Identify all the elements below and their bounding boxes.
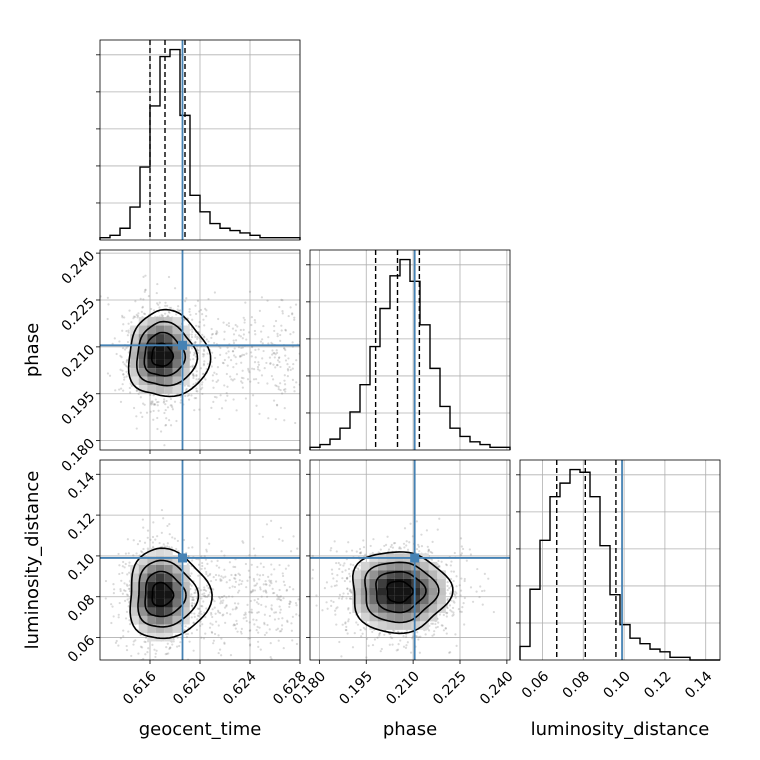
contour-1 bbox=[375, 570, 427, 614]
x-tick-label-luminosity_distance: 0.08 bbox=[560, 668, 593, 701]
contour-2 bbox=[135, 320, 199, 387]
y-tick-label-luminosity_distance: 0.10 bbox=[65, 551, 98, 584]
x-tick-label-luminosity_distance: 0.10 bbox=[600, 668, 633, 701]
truth-marker bbox=[178, 553, 187, 563]
contour-2 bbox=[137, 559, 200, 628]
x-tick-label-geocent_time: 0.616 bbox=[120, 668, 160, 708]
x-tick-label-luminosity_distance: 0.12 bbox=[641, 668, 674, 701]
y-tick-label-phase: 0.225 bbox=[59, 295, 99, 335]
y-axis-label-luminosity_distance: luminosity_distance bbox=[22, 471, 43, 650]
y-tick-label-luminosity_distance: 0.08 bbox=[65, 592, 98, 625]
contour-1 bbox=[144, 570, 187, 618]
y-tick-label-luminosity_distance: 0.06 bbox=[65, 632, 98, 665]
contour-3 bbox=[127, 308, 212, 398]
contour-2 bbox=[364, 561, 440, 624]
density-phase-luminosity_distance-frame bbox=[309, 459, 511, 661]
density-geocent_time-phase-frame bbox=[99, 249, 301, 451]
y-tick-label-phase: 0.195 bbox=[59, 389, 99, 429]
x-tick-label-phase: 0.225 bbox=[430, 668, 470, 708]
truth-marker bbox=[178, 340, 187, 350]
histogram-geocent_time bbox=[96, 39, 301, 241]
density-phase-luminosity_distance bbox=[306, 459, 511, 664]
x-tick-label-phase: 0.240 bbox=[477, 668, 517, 708]
truth-marker bbox=[410, 553, 420, 563]
contour-0 bbox=[386, 580, 414, 604]
histogram-phase bbox=[306, 249, 511, 451]
histogram-geocent_time-frame bbox=[99, 39, 301, 241]
y-axis-label-phase: phase bbox=[22, 323, 43, 377]
x-axis-label-phase: phase bbox=[383, 719, 437, 740]
x-tick-label-phase: 0.195 bbox=[336, 668, 376, 708]
x-tick-label-luminosity_distance: 0.06 bbox=[519, 668, 552, 701]
contour-0 bbox=[151, 581, 175, 607]
x-tick-label-phase: 0.210 bbox=[383, 668, 423, 708]
density-geocent_time-luminosity_distance-frame bbox=[99, 459, 301, 661]
x-tick-label-luminosity_distance: 0.14 bbox=[682, 668, 715, 701]
histogram-line-geocent_time bbox=[99, 48, 301, 240]
y-tick-label-phase: 0.180 bbox=[59, 436, 99, 476]
x-tick-label-geocent_time: 0.624 bbox=[220, 668, 260, 708]
histogram-luminosity_distance-frame bbox=[519, 459, 721, 661]
y-tick-label-phase: 0.210 bbox=[59, 342, 99, 382]
histogram-luminosity_distance bbox=[516, 459, 721, 661]
x-tick-label-geocent_time: 0.620 bbox=[170, 668, 210, 708]
y-tick-label-luminosity_distance: 0.12 bbox=[65, 510, 98, 543]
x-axis-label-geocent_time: geocent_time bbox=[139, 719, 262, 740]
histogram-line-luminosity_distance bbox=[519, 468, 720, 661]
density-geocent_time-phase bbox=[96, 249, 301, 454]
density-geocent_time-luminosity_distance bbox=[96, 459, 301, 664]
histogram-phase-frame bbox=[309, 249, 511, 451]
x-axis-label-luminosity_distance: luminosity_distance bbox=[531, 719, 710, 740]
histogram-line-phase bbox=[309, 258, 511, 450]
y-tick-label-phase: 0.240 bbox=[59, 248, 99, 288]
contour-1 bbox=[143, 331, 187, 377]
